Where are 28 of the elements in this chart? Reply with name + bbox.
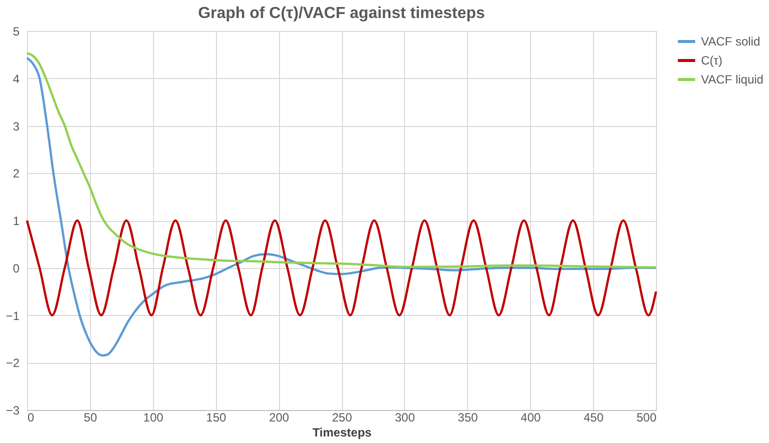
x-axis-title: Timesteps: [312, 426, 372, 440]
y-tick-label: 1: [12, 214, 20, 228]
x-tick-label: 400: [520, 410, 542, 424]
x-tick-label: 200: [269, 410, 290, 424]
y-tick-label: −2: [6, 356, 20, 370]
x-tick-label: 0: [28, 410, 34, 424]
y-tick-label: 5: [12, 24, 20, 38]
line-series: [26, 219, 658, 316]
y-tick-label: 4: [12, 72, 20, 86]
x-tick-label: 300: [394, 410, 416, 424]
y-tick-label: 2: [12, 166, 20, 181]
legend-label: VACF liquid: [701, 72, 764, 86]
y-tick-label: 0: [12, 261, 20, 276]
x-tick-label: 250: [332, 410, 352, 424]
line-series: [26, 52, 658, 269]
legend-label: C(τ): [701, 54, 722, 68]
x-tick-label: 350: [458, 410, 478, 424]
x-tick-label: 450: [584, 410, 604, 424]
y-tick-label: −1: [6, 308, 20, 323]
y-tick-label: 3: [12, 119, 20, 134]
legend-label: VACF solid: [701, 34, 760, 48]
x-tick-label: 150: [206, 410, 227, 424]
x-tick-label: 500: [636, 410, 657, 424]
x-tick-label: 50: [84, 410, 98, 424]
y-tick-label: −3: [6, 404, 20, 418]
line-series: [26, 56, 658, 357]
chart-title: Graph of C(τ)/VACF against timesteps: [198, 5, 486, 22]
x-tick-label: 100: [143, 410, 164, 424]
